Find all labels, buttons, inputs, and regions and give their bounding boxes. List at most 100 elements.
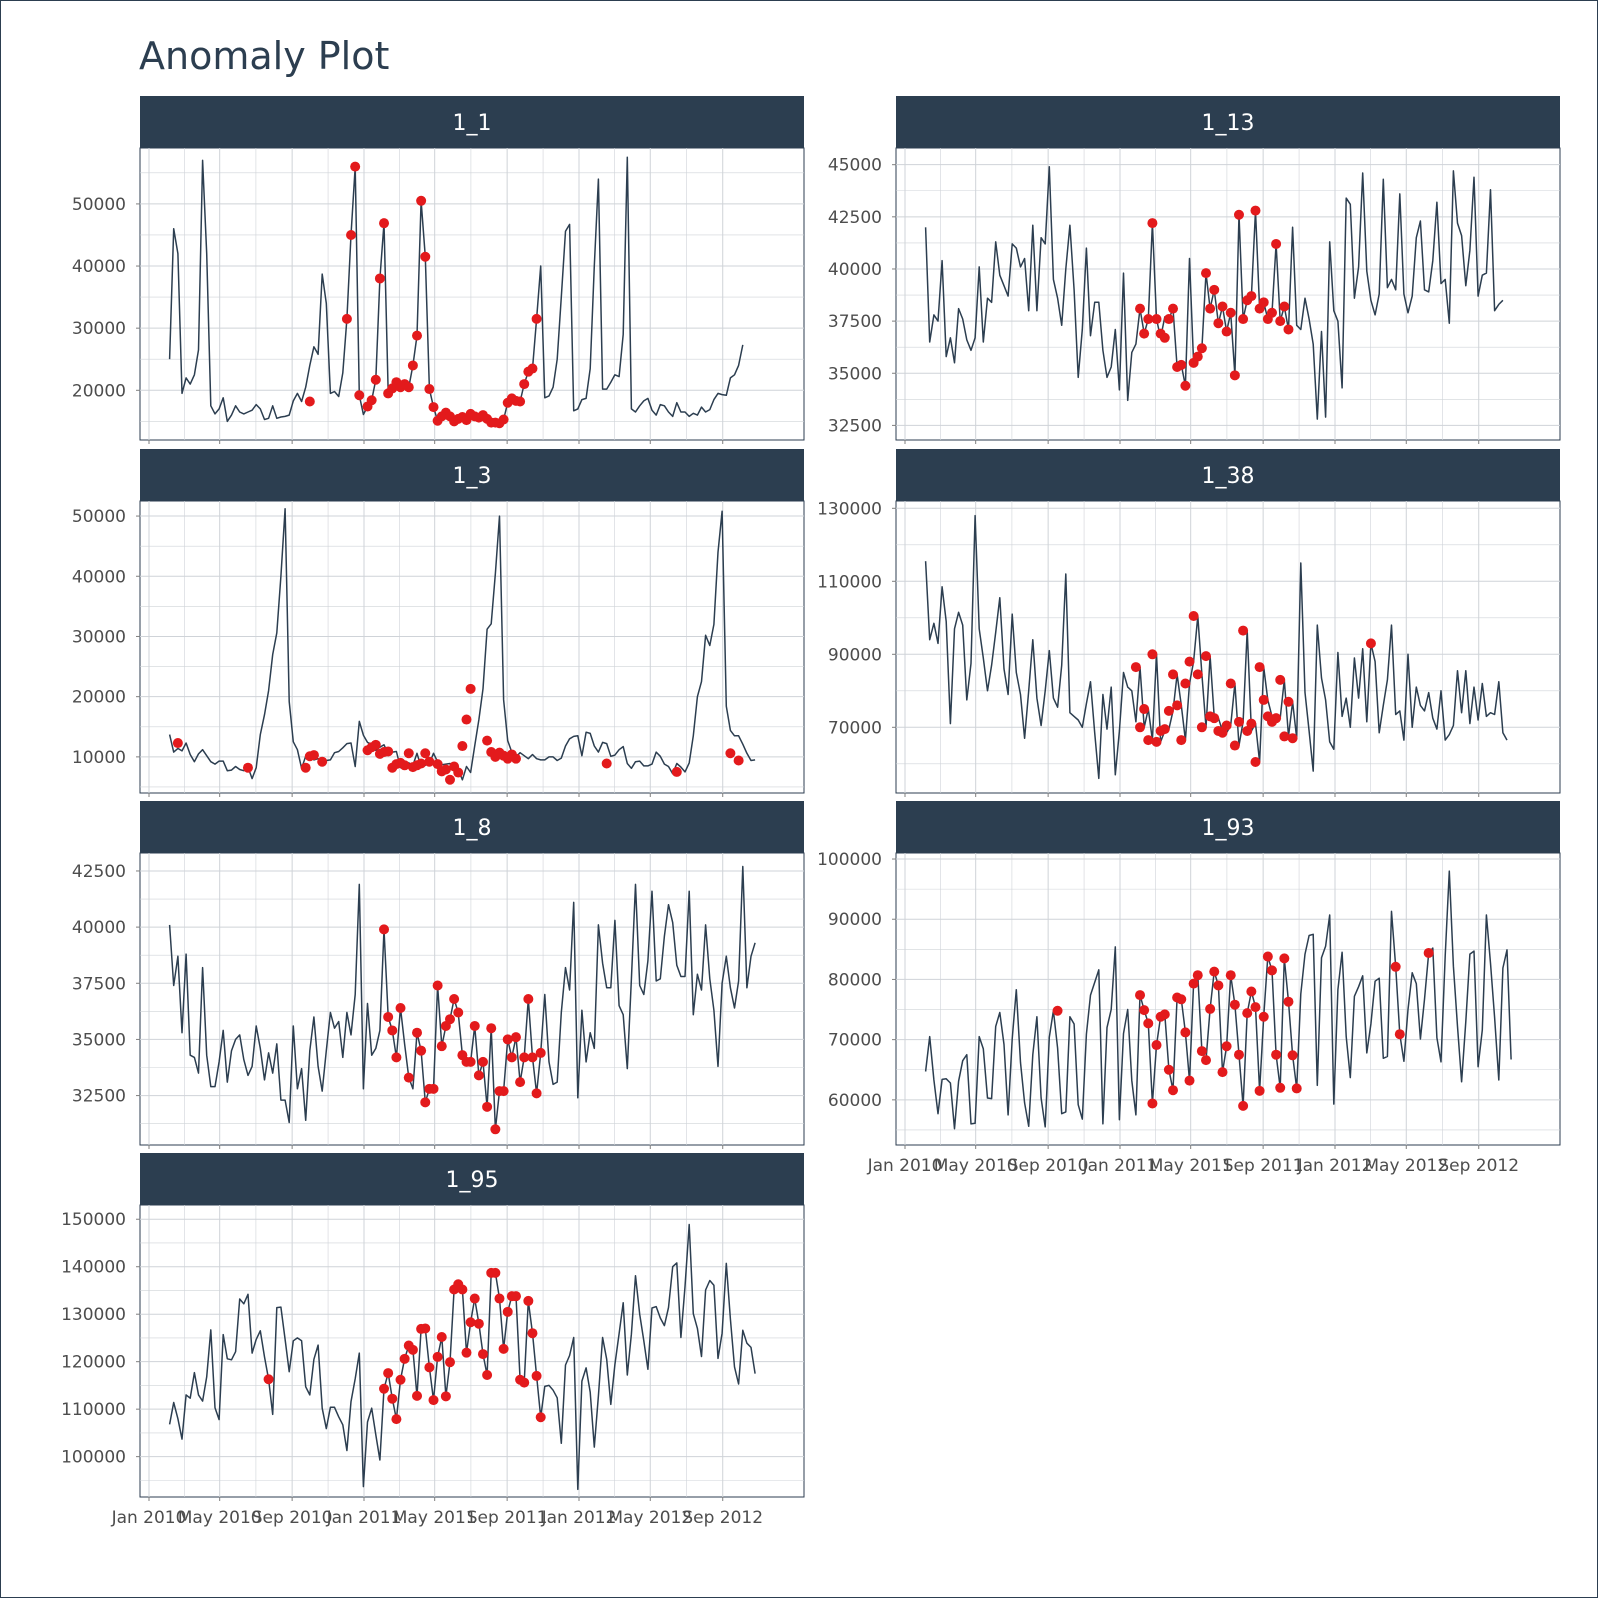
anomaly-point — [1209, 966, 1220, 977]
anomaly-point — [1180, 1027, 1191, 1038]
x-tick-label: Jan 2012 — [541, 1508, 617, 1528]
anomaly-point — [1271, 1049, 1282, 1060]
facet-strip-label: 1_93 — [1202, 816, 1255, 841]
y-tick-label: 40000 — [72, 918, 126, 938]
anomaly-point — [304, 396, 315, 407]
anomaly-point — [457, 741, 468, 752]
anomaly-point — [1250, 205, 1261, 216]
anomaly-point — [482, 735, 493, 746]
anomaly-point — [1242, 725, 1253, 736]
anomaly-point — [1147, 649, 1158, 660]
anomaly-point — [523, 994, 534, 1004]
anomaly-point — [469, 1020, 480, 1031]
anomaly-point — [1238, 314, 1249, 325]
anomaly-point — [1201, 268, 1211, 279]
anomaly-point — [498, 1343, 509, 1354]
anomaly-point — [1209, 713, 1220, 724]
y-tick-label: 120000 — [61, 1353, 126, 1373]
anomaly-point — [1176, 735, 1187, 746]
facet-strip-label: 1_38 — [1202, 464, 1255, 489]
anomaly-point — [1365, 638, 1376, 649]
anomaly-point — [531, 313, 542, 324]
anomaly-point — [671, 766, 682, 777]
anomaly-point — [1217, 1067, 1228, 1078]
y-tick-label: 40000 — [72, 257, 126, 277]
anomaly-point — [412, 1027, 423, 1038]
anomaly-point — [490, 1124, 501, 1135]
x-tick-label: Sep 2010 — [252, 1508, 333, 1528]
anomaly-point — [473, 1070, 484, 1081]
anomaly-point — [1279, 301, 1290, 312]
facet-strip-label: 1_3 — [453, 464, 492, 489]
anomaly-point — [502, 1034, 513, 1045]
anomaly-point — [457, 1284, 468, 1295]
anomaly-point — [432, 980, 443, 991]
y-tick-label: 32500 — [828, 416, 882, 436]
anomaly-point — [1266, 965, 1277, 976]
anomaly-point — [461, 1347, 472, 1358]
y-tick-label: 42500 — [72, 862, 126, 882]
anomaly-point — [1209, 284, 1220, 295]
x-tick-label: Jan 2010 — [867, 1156, 943, 1176]
anomaly-point — [420, 748, 431, 759]
y-tick-label: 130000 — [817, 499, 882, 519]
x-tick-label: May 2012 — [1364, 1156, 1448, 1176]
anomaly-point — [1275, 316, 1286, 327]
anomaly-point — [531, 1088, 542, 1099]
anomaly-point — [1139, 328, 1150, 339]
anomaly-point — [477, 1056, 488, 1067]
anomaly-point — [535, 1412, 546, 1423]
y-tick-label: 30000 — [72, 319, 126, 339]
facet-1-95: 1_95 100000 110000 120000 130000 140000 150000… — [61, 1153, 805, 1528]
facet-strip — [140, 96, 804, 148]
facet-1-13: 1_13 32500 35000 37500 40000 42500 45000 — [828, 96, 1561, 444]
anomaly-point — [383, 1368, 394, 1379]
anomaly-point — [601, 758, 612, 769]
anomaly-point — [1250, 756, 1261, 767]
anomaly-point — [432, 1351, 443, 1362]
x-tick-label: May 2012 — [608, 1508, 692, 1528]
y-tick-label: 150000 — [61, 1210, 126, 1230]
anomaly-point — [1246, 986, 1257, 997]
anomaly-point — [1271, 238, 1282, 249]
anomaly-point — [1147, 218, 1158, 229]
anomaly-point — [1221, 1041, 1232, 1052]
anomaly-point — [403, 1072, 414, 1083]
anomaly-point — [424, 756, 435, 767]
anomaly-point — [1201, 651, 1211, 662]
anomaly-point — [1254, 662, 1265, 673]
anomaly-point — [412, 1390, 423, 1401]
facet-strip — [140, 801, 804, 853]
anomaly-point — [1242, 1008, 1253, 1019]
anomaly-point — [300, 762, 311, 773]
anomaly-point — [535, 1047, 546, 1058]
anomaly-point — [477, 1349, 488, 1360]
anomaly-point — [1394, 1029, 1405, 1040]
anomaly-point — [1221, 720, 1232, 731]
y-tick-label: 50000 — [72, 507, 126, 527]
anomaly-point — [1246, 718, 1257, 729]
panel-border — [139, 1204, 805, 1498]
anomaly-point — [428, 1395, 439, 1406]
anomaly-point — [1275, 1082, 1286, 1093]
anomaly-point — [527, 363, 538, 374]
anomaly-point — [420, 251, 431, 262]
anomaly-point — [1283, 996, 1294, 1007]
anomaly-point — [1139, 704, 1150, 715]
anomaly-point — [1163, 314, 1174, 325]
y-tick-label: 70000 — [828, 718, 882, 738]
anomaly-point — [1262, 951, 1273, 962]
x-tick-label: May 2011 — [1149, 1156, 1233, 1176]
facet-strip-label: 1_8 — [453, 816, 492, 841]
anomaly-point — [1423, 947, 1434, 958]
x-tick-label: Jan 2011 — [1082, 1156, 1158, 1176]
anomaly-point — [733, 755, 744, 766]
series-line — [168, 508, 756, 781]
anomaly-point — [1151, 1040, 1162, 1051]
anomaly-point — [1233, 1049, 1244, 1060]
x-tick-label: Sep 2012 — [1438, 1156, 1519, 1176]
y-tick-label: 42500 — [828, 208, 882, 228]
anomaly-point — [1283, 696, 1294, 707]
